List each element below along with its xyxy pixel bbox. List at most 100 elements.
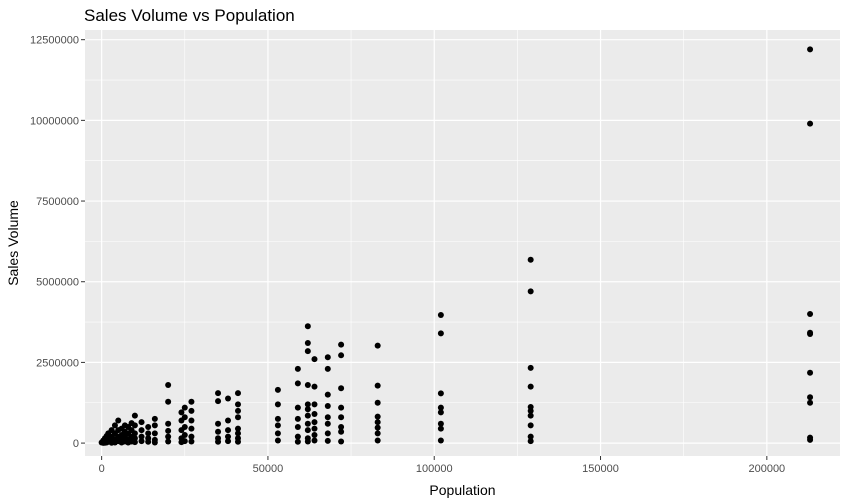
data-point (304, 438, 311, 445)
data-point (374, 437, 381, 444)
data-point (178, 427, 185, 434)
data-point (165, 427, 172, 434)
data-point (294, 380, 301, 387)
data-point (311, 425, 318, 432)
data-point (145, 438, 152, 445)
data-point (807, 331, 814, 338)
data-point (437, 311, 444, 318)
data-point (311, 411, 318, 418)
data-point (188, 433, 195, 440)
data-point (527, 433, 534, 440)
data-point (225, 395, 232, 402)
data-point (225, 427, 232, 434)
data-point (234, 438, 241, 445)
y-tick-label: 5000000 (36, 277, 79, 289)
data-point (274, 430, 281, 437)
data-point (165, 382, 172, 388)
data-point (274, 386, 281, 393)
data-point (145, 423, 152, 430)
data-point (98, 439, 105, 446)
x-axis-title: Population (429, 482, 495, 498)
data-point (294, 365, 301, 372)
data-point (374, 413, 381, 420)
data-point (311, 401, 318, 408)
x-tick-label: 0 (99, 463, 105, 475)
data-point (215, 390, 222, 397)
data-point (374, 399, 381, 406)
chart-title: Sales Volume vs Population (84, 6, 295, 25)
data-point (234, 430, 241, 437)
data-point (338, 404, 345, 411)
data-point (338, 341, 345, 348)
data-point (311, 437, 318, 444)
data-point (138, 419, 145, 426)
data-point (215, 398, 222, 405)
data-point (374, 382, 381, 389)
data-point (807, 369, 814, 376)
data-point (304, 382, 311, 388)
data-point (437, 330, 444, 337)
data-point (527, 438, 534, 445)
data-point (527, 383, 534, 390)
data-point (151, 430, 158, 437)
data-point (807, 46, 814, 53)
data-point (138, 427, 145, 434)
y-tick-label: 12500000 (30, 35, 79, 47)
data-point (338, 352, 345, 359)
data-point (188, 398, 195, 405)
data-point (311, 432, 318, 439)
data-point (294, 433, 301, 440)
minor-gridlines (85, 30, 840, 456)
data-point (527, 422, 534, 429)
data-point (374, 419, 381, 426)
data-point (527, 364, 534, 371)
data-point (324, 437, 331, 444)
data-point (178, 409, 185, 416)
y-axis-title: Sales Volume (5, 200, 21, 286)
data-point (188, 407, 195, 414)
data-point (338, 385, 345, 392)
data-point (274, 415, 281, 422)
data-point (138, 438, 145, 445)
data-point (338, 438, 345, 445)
data-point (215, 428, 222, 435)
data-point (374, 424, 381, 431)
data-point (165, 438, 172, 445)
data-point (234, 414, 241, 421)
data-point (304, 348, 311, 355)
data-point (437, 404, 444, 411)
data-point (437, 420, 444, 427)
data-point (437, 390, 444, 397)
y-tick-label: 2500000 (36, 357, 79, 369)
major-gridlines (85, 30, 840, 456)
data-point (807, 311, 814, 317)
data-point (274, 437, 281, 444)
x-tick-label: 50000 (253, 463, 284, 475)
data-point (304, 340, 311, 347)
data-point (304, 401, 311, 408)
data-point (304, 412, 311, 419)
data-point (311, 383, 318, 390)
data-point (178, 417, 185, 424)
data-point (294, 438, 301, 445)
data-point (165, 420, 172, 427)
data-point (165, 398, 172, 405)
y-tick-label: 7500000 (36, 196, 79, 208)
data-point (294, 415, 301, 422)
data-point (311, 356, 318, 363)
data-point (437, 425, 444, 432)
data-point (437, 437, 444, 444)
data-point (188, 438, 195, 445)
data-point (234, 401, 241, 408)
data-point (374, 430, 381, 437)
data-point (324, 414, 331, 421)
plot-panel (85, 30, 840, 456)
data-point (151, 415, 158, 422)
data-point (324, 391, 331, 398)
data-point (807, 399, 814, 406)
data-point (324, 420, 331, 427)
data-point (807, 120, 814, 127)
data-point (274, 401, 281, 408)
data-point (188, 417, 195, 424)
